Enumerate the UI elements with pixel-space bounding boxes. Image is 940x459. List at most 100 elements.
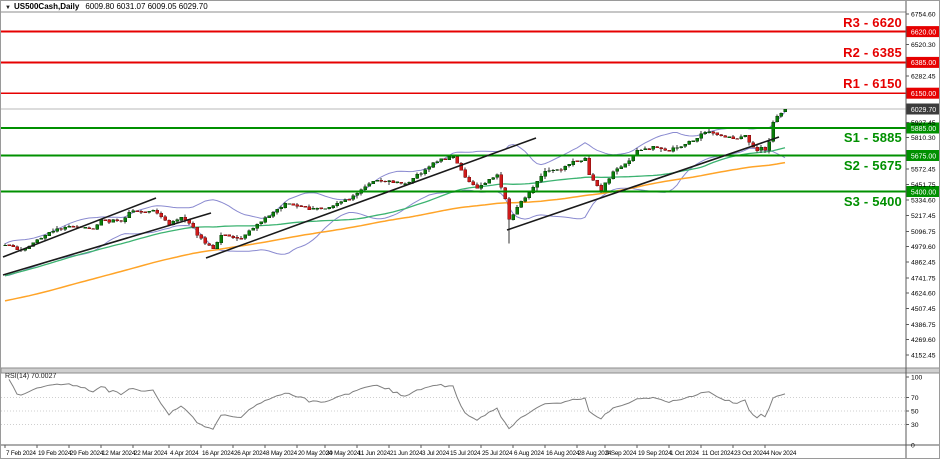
candle-body — [735, 138, 739, 140]
date-tick-label: 20 May 2024 — [298, 450, 333, 457]
trendline-3[interactable] — [205, 137, 537, 259]
candle-body — [687, 141, 691, 145]
candle-body — [191, 222, 195, 228]
candle-body — [531, 186, 535, 193]
candle-body — [423, 169, 427, 175]
candle-body — [759, 147, 763, 151]
candle-body — [351, 195, 355, 200]
candle-body — [399, 181, 403, 184]
candle-body — [391, 180, 395, 183]
candle-body — [763, 147, 767, 151]
candle-body — [95, 224, 99, 230]
trendline-2[interactable] — [2, 212, 212, 276]
candle-body — [119, 220, 123, 222]
price-axis[interactable]: 6620.00 6385.00 6150.00 5885.00 5675.00 5400.… — [906, 12, 940, 360]
rsi-tick-label: 0 — [911, 443, 915, 450]
candle-body — [783, 108, 787, 112]
support-resistance-lines — [1, 30, 906, 193]
candle-body — [195, 226, 199, 236]
date-tick-label: 19 Feb 2024 — [38, 450, 72, 457]
candle-body — [131, 210, 135, 213]
price-tick-label: 6754.60 — [911, 12, 936, 19]
level-label-R3: R3 - 6620 — [843, 14, 902, 30]
candle-body — [67, 225, 71, 228]
current-price-badge-text: 6029.70 — [911, 107, 936, 114]
candle-body — [395, 181, 399, 184]
symbol-marker-icon: ▼ — [5, 5, 11, 11]
date-tick-label: 8 May 2024 — [266, 450, 298, 457]
date-tick-label: 1 Oct 2024 — [670, 450, 700, 457]
candle-body — [71, 225, 75, 228]
candle-body — [451, 156, 455, 158]
candle-body — [175, 219, 179, 222]
candle-body — [155, 210, 159, 214]
candle-body — [207, 243, 211, 246]
candle-body — [527, 192, 531, 199]
price-tick-label: 5451.75 — [911, 182, 936, 189]
candle-body — [247, 230, 251, 236]
candle-body — [183, 216, 187, 220]
candle-body — [231, 235, 235, 238]
rsi-line — [8, 379, 786, 430]
price-tick-label: 4862.45 — [911, 260, 936, 267]
candle-body — [75, 226, 79, 228]
candle-body — [667, 149, 671, 152]
candle-body — [591, 174, 595, 181]
rsi-tick-label: 70 — [911, 395, 919, 402]
candle-body — [151, 210, 155, 212]
candle-body — [471, 181, 475, 185]
candle-body — [463, 169, 467, 178]
trendline-1[interactable] — [2, 197, 157, 258]
candle-body — [507, 198, 511, 220]
candle-body — [343, 199, 347, 202]
chart-ohlc-quote: 6009.80 6031.07 6009.05 6029.70 — [85, 2, 208, 11]
candle-body — [387, 180, 391, 183]
date-tick-label: 23 Oct 2024 — [734, 450, 767, 457]
candle-body — [727, 136, 731, 138]
candle-body — [659, 147, 663, 149]
price-tick-label: 6520.30 — [911, 42, 936, 49]
trendline-4[interactable] — [506, 136, 780, 231]
candle-body — [243, 234, 247, 239]
candle-body — [511, 214, 515, 220]
date-tick-label: 4 Nov 2024 — [766, 450, 797, 457]
date-tick-label: 6 Aug 2024 — [514, 450, 545, 457]
pane-separator[interactable] — [1, 367, 940, 374]
candle-body — [603, 182, 607, 191]
candle-body — [483, 183, 487, 186]
candle-body — [479, 184, 483, 189]
candle-body — [447, 156, 451, 160]
candle-body — [607, 178, 611, 184]
level-label-S2: S2 - 5675 — [843, 157, 902, 173]
candle-body — [499, 174, 503, 188]
price-tick-label: 5217.45 — [911, 213, 936, 220]
candle-body — [631, 155, 635, 162]
price-tick-label: 5334.60 — [911, 198, 936, 205]
candle-body — [203, 237, 207, 244]
candle-body — [723, 135, 727, 138]
candle-body — [239, 237, 243, 240]
candle-body — [227, 234, 231, 237]
candle-body — [179, 216, 183, 221]
date-tick-label: 16 Aug 2024 — [546, 450, 580, 457]
candle-body — [291, 203, 295, 206]
candle-body — [739, 136, 743, 139]
candle-body — [235, 237, 239, 239]
candle-body — [523, 197, 527, 202]
date-tick-label: 25 Jul 2024 — [482, 450, 513, 457]
candle-body — [415, 173, 419, 179]
level-badge-text-R1: 6150.00 — [911, 91, 936, 98]
candle-body — [283, 203, 287, 208]
candle-body — [695, 138, 699, 142]
price-tick-label: 5810.30 — [911, 135, 936, 142]
price-tick-label: 4386.75 — [911, 322, 936, 329]
candle-body — [135, 210, 139, 212]
candle-body — [747, 135, 751, 143]
candle-body — [379, 179, 383, 182]
candle-body — [263, 217, 267, 223]
ma-fast-line — [4, 147, 786, 277]
date-tick-label: 11 Jun 2024 — [358, 450, 391, 457]
